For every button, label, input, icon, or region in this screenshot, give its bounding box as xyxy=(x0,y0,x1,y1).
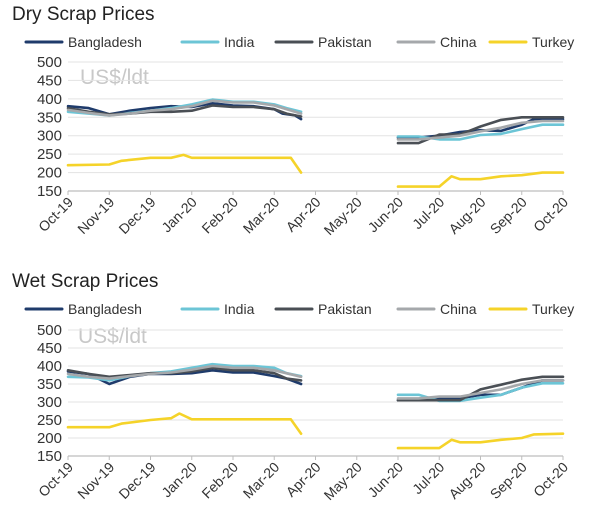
dry-y-tick-label: 150 xyxy=(37,183,62,200)
wet-series-line-pakistan xyxy=(66,366,303,382)
dry-legend-label-bangladesh: Bangladesh xyxy=(68,34,142,50)
dry-scrap-panel: Dry Scrap Prices US$/ldt Bangladesh India… xyxy=(12,4,574,238)
wet-x-tick-label: Dec-19 xyxy=(115,459,158,502)
dry-y-tick-label: 300 xyxy=(37,128,62,145)
wet-series-line-china xyxy=(66,364,303,380)
dry-x-tick-label: Oct-20 xyxy=(530,194,571,235)
wet-legend-label-china: China xyxy=(440,301,477,317)
wet-legend-label-turkey: Turkey xyxy=(532,301,574,317)
dry-series-line-china xyxy=(396,119,565,141)
dry-x-tick-label: Dec-19 xyxy=(115,194,158,237)
dry-x-tick-label: Mar-20 xyxy=(240,194,283,237)
wet-chart-title: Wet Scrap Prices xyxy=(12,271,158,292)
dry-x-tick-label: Jul-20 xyxy=(409,194,447,232)
dry-legend-label-pakistan: Pakistan xyxy=(318,34,372,50)
wet-y-tick-label: 350 xyxy=(37,376,62,393)
dry-legend-label-turkey: Turkey xyxy=(532,34,574,50)
wet-x-tick-label: Jan-20 xyxy=(158,459,200,501)
wet-x-tick-label: Jun-20 xyxy=(365,459,407,501)
wet-y-tick-label: 500 xyxy=(37,322,62,339)
wet-x-tick-label: Nov-19 xyxy=(74,459,117,502)
wet-y-tick-label: 300 xyxy=(37,394,62,411)
dry-x-tick-label: Nov-19 xyxy=(74,194,117,237)
wet-x-tick-label: May-20 xyxy=(321,459,365,503)
dry-legend-label-china: China xyxy=(440,34,477,50)
wet-y-tick-label: 400 xyxy=(37,358,62,375)
wet-y-tick-label: 200 xyxy=(37,430,62,447)
dry-x-tick-label: Jan-20 xyxy=(158,194,200,236)
dry-x-tick-label: Sep-20 xyxy=(487,194,530,237)
dry-x-tick-label: Jun-20 xyxy=(365,194,407,236)
dry-x-tick-label: Apr-20 xyxy=(283,194,324,235)
dry-x-tick-label: Feb-20 xyxy=(198,194,241,237)
wet-x-tick-label: Feb-20 xyxy=(198,459,241,502)
dry-y-tick-label: 200 xyxy=(37,165,62,182)
dry-y-tick-label: 250 xyxy=(37,146,62,163)
wet-x-tick-label: Oct-20 xyxy=(530,459,571,500)
dry-unit-label: US$/ldt xyxy=(80,66,149,89)
wet-x-tick-label: Jul-20 xyxy=(409,459,447,497)
dry-x-tick-label: May-20 xyxy=(321,194,365,238)
wet-x-tick-label: Mar-20 xyxy=(240,459,283,502)
wet-series-line-india xyxy=(66,362,303,382)
dry-series-line-pakistan xyxy=(396,116,565,145)
wet-y-tick-label: 150 xyxy=(37,448,62,465)
wet-y-tick-label: 450 xyxy=(37,340,62,357)
wet-legend-label-bangladesh: Bangladesh xyxy=(68,301,142,317)
dry-y-tick-label: 500 xyxy=(37,54,62,71)
dry-x-tick-label: Aug-20 xyxy=(445,194,488,237)
dry-y-tick-label: 350 xyxy=(37,109,62,126)
wet-series-line-bangladesh xyxy=(66,368,303,386)
dry-series-line-turkey xyxy=(396,171,565,188)
wet-series-line-turkey xyxy=(66,412,303,436)
wet-unit-label: US$/ldt xyxy=(78,325,147,348)
wet-x-tick-label: Aug-20 xyxy=(445,459,488,502)
dry-y-tick-label: 400 xyxy=(37,91,62,108)
dry-chart-title: Dry Scrap Prices xyxy=(12,4,155,25)
dry-series-line-india xyxy=(396,123,565,141)
wet-x-tick-label: Sep-20 xyxy=(487,459,530,502)
wet-x-tick-label: Apr-20 xyxy=(283,459,324,500)
dry-y-tick-label: 450 xyxy=(37,72,62,89)
wet-y-tick-label: 250 xyxy=(37,412,62,429)
wet-series-line-china xyxy=(396,379,565,400)
wet-series-line-pakistan xyxy=(396,375,565,402)
dry-legend-label-india: India xyxy=(224,34,255,50)
dry-series-line-china xyxy=(66,99,303,117)
dry-series-line-turkey xyxy=(66,153,303,174)
wet-series-line-turkey xyxy=(396,432,565,450)
wet-legend-label-india: India xyxy=(224,301,255,317)
wet-legend-label-pakistan: Pakistan xyxy=(318,301,372,317)
wet-scrap-panel: Wet Scrap Prices US$/ldt Bangladesh India… xyxy=(12,271,574,503)
